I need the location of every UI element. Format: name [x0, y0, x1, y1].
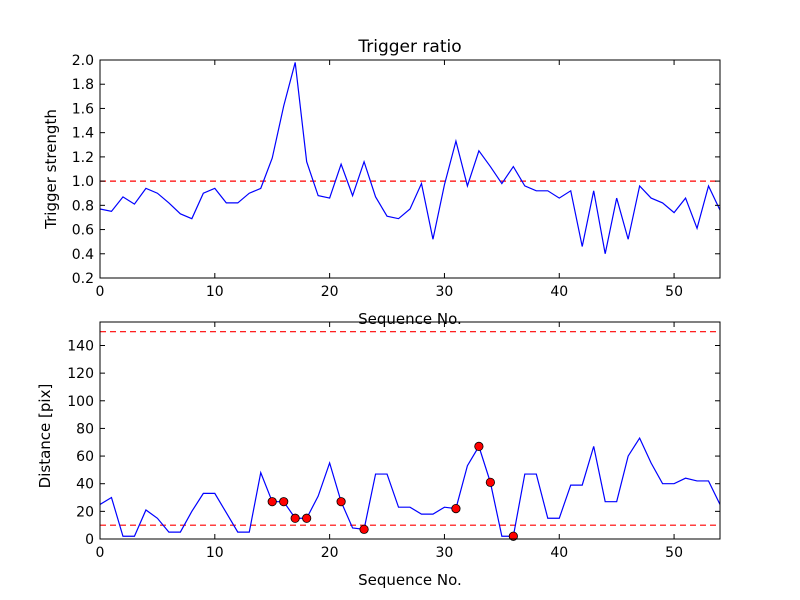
y-tick-label: 140: [67, 338, 94, 354]
flagged-point: [508, 531, 518, 541]
flagged-point: [336, 497, 346, 507]
x-tick-label: 20: [321, 284, 339, 300]
y-tick-label: 0.2: [72, 271, 94, 287]
x-axis-label: Sequence No.: [358, 571, 462, 589]
x-tick-label: 20: [321, 545, 339, 561]
distance-panel: 0 10 20 30 40 50 0 20 40 60 80 100 120 140 Sequence N…: [36, 321, 721, 589]
y-tick-label: 40: [76, 477, 94, 493]
y-tick-label: 0.6: [72, 223, 94, 239]
y-tick-label: 60: [76, 449, 94, 465]
y-tick-label: 1.4: [72, 126, 94, 142]
y-tick-label: 100: [67, 394, 94, 410]
flagged-point: [474, 441, 484, 451]
y-tick-label: 0.8: [72, 198, 94, 214]
flagged-point: [267, 497, 277, 507]
flagged-point: [359, 524, 369, 534]
x-axis-label: Sequence No.: [358, 310, 462, 328]
y-tick-label: 80: [76, 421, 94, 437]
x-tick-label: 30: [436, 545, 454, 561]
x-tick-label: 0: [96, 284, 105, 300]
plot-frame: [99, 59, 721, 279]
x-tick-label: 30: [436, 284, 454, 300]
y-tick-label: 1.2: [72, 150, 94, 166]
y-tick-label: 0: [85, 532, 94, 548]
flagged-point: [485, 477, 495, 487]
y-axis-label: Trigger strength: [42, 109, 60, 230]
y-tick-label: 2.0: [72, 53, 94, 69]
y-tick-label: 20: [76, 504, 94, 520]
chart-title: Trigger ratio: [357, 37, 461, 57]
y-tick-label: 1.6: [72, 101, 94, 117]
flagged-point: [290, 513, 300, 523]
x-tick-label: 50: [665, 545, 683, 561]
trigger-ratio-panel: Trigger ratio 0 10 20 30 40 50 0.2 0.4 0.6 0.8 1.0…: [42, 37, 721, 328]
x-tick-label: 10: [206, 284, 224, 300]
x-tick-label: 10: [206, 545, 224, 561]
flagged-point: [302, 513, 312, 523]
y-tick-label: 1.8: [72, 77, 94, 93]
series-line: [100, 62, 720, 254]
y-tick-label: 120: [67, 366, 94, 382]
x-tick-label: 0: [96, 545, 105, 561]
y-tick-label: 0.4: [72, 247, 94, 263]
y-axis-label: Distance [pix]: [36, 384, 54, 489]
x-tick-label: 40: [550, 545, 568, 561]
flagged-point: [279, 497, 289, 507]
x-tick-label: 50: [665, 284, 683, 300]
plot-frame: [99, 321, 721, 540]
series-line: [100, 436, 720, 537]
x-tick-label: 40: [550, 284, 568, 300]
y-tick-label: 1.0: [72, 174, 94, 190]
flagged-point: [451, 503, 461, 514]
